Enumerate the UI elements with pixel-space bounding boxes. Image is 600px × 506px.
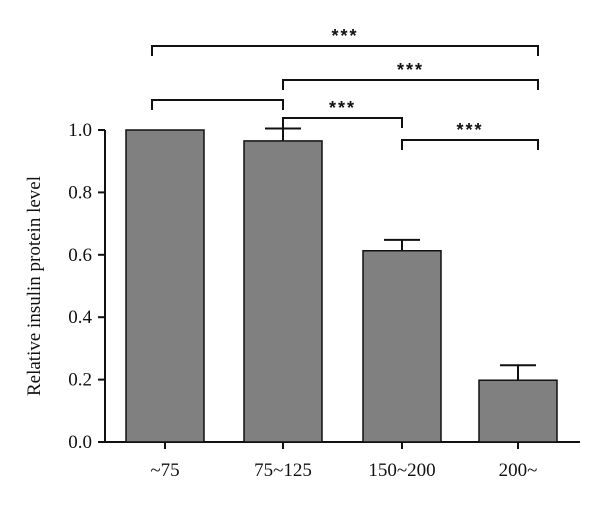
- significance-label: ***: [397, 60, 424, 80]
- significance-bracket: [282, 79, 539, 90]
- significance-label: ***: [456, 120, 483, 140]
- y-tick-label: 0.2: [68, 370, 92, 391]
- y-tick-label: 0.4: [68, 307, 92, 328]
- bar: [125, 129, 205, 443]
- y-tick-label: 0.8: [68, 182, 92, 203]
- significance-bracket: [282, 117, 403, 128]
- significance-brackets: *** *** *** ***: [151, 26, 539, 150]
- x-category-label: 200~: [499, 460, 538, 481]
- significance-bracket: [151, 99, 284, 110]
- y-tick-label: 0.6: [68, 245, 92, 266]
- significance-bracket: [151, 45, 539, 56]
- x-axis: ~75 75~125 150~200 200~: [105, 441, 580, 481]
- significance-label: ***: [329, 98, 356, 118]
- significance-label: ***: [331, 26, 358, 46]
- bar: [243, 140, 323, 443]
- bar: [362, 249, 442, 443]
- y-axis-title: Relative insulin protein level: [24, 176, 45, 396]
- x-category-label: 150~200: [368, 460, 435, 481]
- x-category-label: ~75: [150, 460, 179, 481]
- bar: [478, 379, 558, 443]
- x-category-label: 75~125: [254, 460, 312, 481]
- y-axis: 0.0 0.2 0.4 0.6 0.8 1.0: [68, 120, 106, 453]
- y-tick-label: 0.0: [68, 432, 92, 453]
- y-tick-label: 1.0: [68, 120, 92, 141]
- bars: [125, 127, 558, 443]
- significance-bracket: [401, 139, 539, 150]
